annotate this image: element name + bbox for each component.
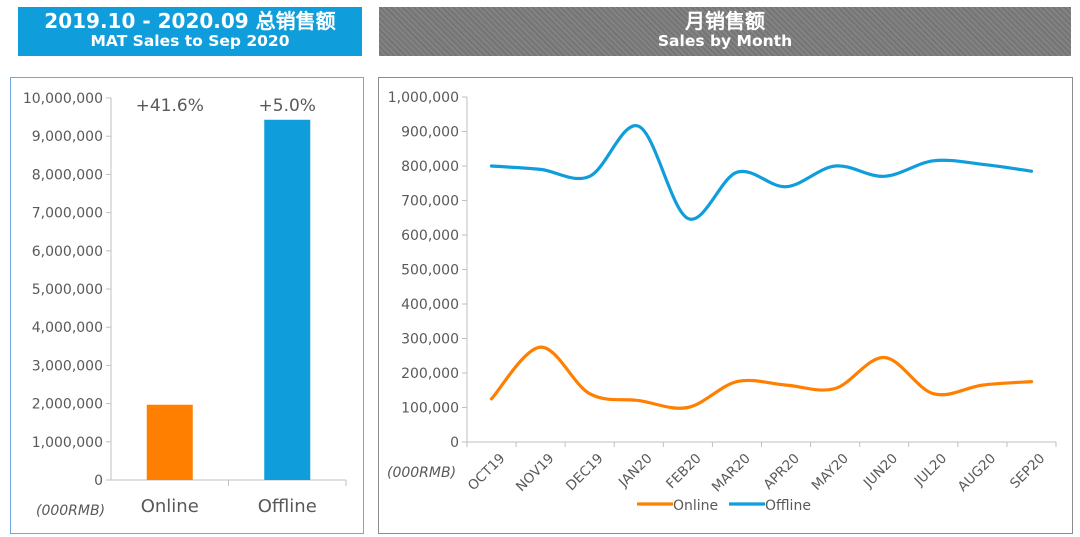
- y-tick-label: 0: [450, 435, 459, 451]
- y-tick-label: 3,000,000: [32, 358, 103, 374]
- y-tick-label: 10,000,000: [23, 91, 103, 107]
- y-tick-label: 600,000: [401, 228, 459, 244]
- y-tick-label: 300,000: [401, 332, 459, 348]
- x-category-label: Online: [141, 496, 199, 517]
- unit-label: (000RMB): [387, 465, 456, 481]
- x-category-label: AUG20: [955, 451, 999, 495]
- x-category-label: SEP20: [1007, 451, 1048, 492]
- mat-sales-header: 2019.10 - 2020.09 总销售额 MAT Sales to Sep …: [18, 7, 362, 56]
- monthly-sales-title: 月销售额: [685, 9, 765, 33]
- x-category-label: DEC19: [563, 451, 607, 495]
- y-tick-label: 9,000,000: [32, 129, 103, 145]
- x-category-label: JUL20: [911, 451, 950, 490]
- mat-bar-chart-panel: 0 1,000,000 2,000,000 3,000,000 4,000,000 5,0…: [10, 77, 364, 534]
- y-tick-label: 100,000: [401, 401, 459, 417]
- y-tick-label: 0: [94, 473, 103, 489]
- y-tick-label: 900,000: [401, 125, 459, 141]
- monthly-line-chart-panel: 0 100,000 200,000 300,000 400,000 500,000 600,…: [378, 77, 1073, 534]
- series-line-offline: [489, 124, 1034, 221]
- y-tick-label: 8,000,000: [32, 167, 103, 183]
- bar-growth-label: +41.6%: [136, 96, 204, 116]
- series-line-online: [489, 345, 1034, 410]
- x-category-label: APR20: [760, 451, 802, 493]
- x-category-label: FEB20: [663, 451, 705, 493]
- mat-sales-subtitle: MAT Sales to Sep 2020: [90, 31, 290, 50]
- mat-bar-chart: 0 1,000,000 2,000,000 3,000,000 4,000,000 5,0…: [23, 91, 347, 519]
- legend-label-offline: Offline: [765, 498, 811, 514]
- mat-sales-title: 2019.10 - 2020.09 总销售额: [44, 9, 336, 33]
- y-tick-label: 7,000,000: [32, 206, 103, 222]
- legend-label-online: Online: [673, 498, 718, 514]
- unit-label: (000RMB): [36, 503, 105, 519]
- bar-growth-label: +5.0%: [259, 96, 316, 116]
- y-tick-label: 4,000,000: [32, 320, 103, 336]
- y-tick-label: 2,000,000: [32, 397, 103, 413]
- x-category-label: JUN20: [860, 451, 901, 492]
- bar-offline: [264, 119, 311, 481]
- x-category-label: Offline: [258, 496, 317, 517]
- monthly-sales-subtitle: Sales by Month: [657, 31, 793, 50]
- y-tick-label: 400,000: [401, 297, 459, 313]
- x-category-label: MAY20: [809, 451, 852, 494]
- x-category-label: OCT19: [465, 451, 508, 494]
- y-tick-label: 200,000: [401, 366, 459, 382]
- x-category-label: NOV19: [513, 451, 557, 495]
- x-category-label: JAN20: [615, 451, 655, 491]
- y-tick-label: 1,000,000: [388, 90, 459, 106]
- bar-online: [146, 404, 193, 480]
- y-tick-label: 700,000: [401, 194, 459, 210]
- monthly-sales-header: 月销售额 Sales by Month: [379, 7, 1071, 56]
- y-tick-label: 6,000,000: [32, 244, 103, 260]
- y-tick-label: 800,000: [401, 159, 459, 175]
- monthly-line-chart: 0 100,000 200,000 300,000 400,000 500,000 600,…: [387, 90, 1057, 514]
- x-category-label: MAR20: [709, 451, 754, 496]
- y-tick-label: 500,000: [401, 263, 459, 279]
- y-tick-label: 5,000,000: [32, 282, 103, 298]
- y-tick-label: 1,000,000: [32, 435, 103, 451]
